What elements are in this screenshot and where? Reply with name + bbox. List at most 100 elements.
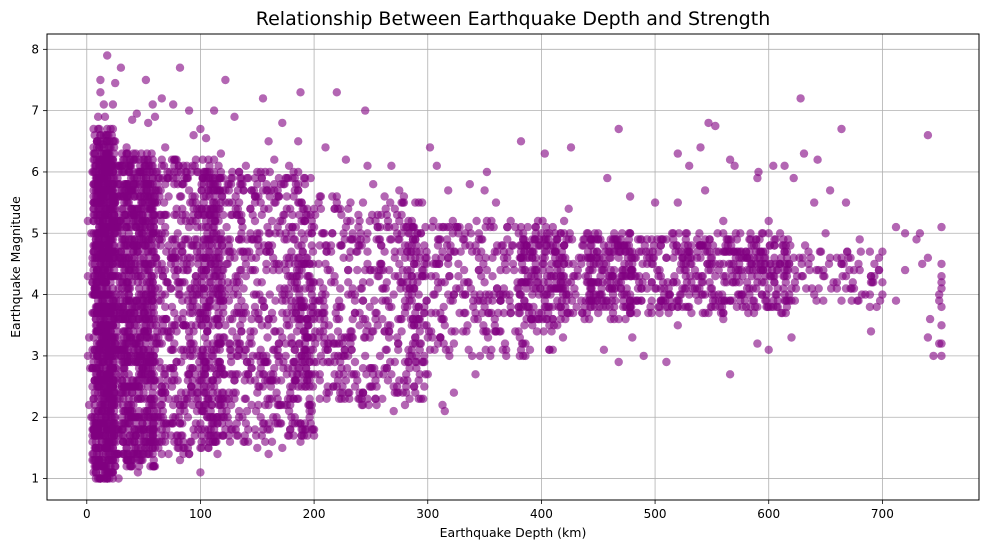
data-point	[107, 131, 117, 140]
data-point	[434, 222, 444, 232]
data-point	[104, 406, 113, 416]
data-point	[97, 247, 106, 256]
data-point	[405, 229, 414, 238]
data-point	[161, 222, 170, 232]
data-point	[241, 394, 251, 403]
data-point	[681, 235, 690, 244]
data-point	[274, 192, 284, 201]
data-point	[205, 247, 214, 256]
data-point	[224, 419, 234, 428]
data-point	[95, 235, 104, 244]
data-point	[303, 210, 312, 220]
data-point	[411, 357, 420, 367]
data-point	[182, 265, 191, 275]
data-point	[614, 124, 623, 134]
data-point	[96, 400, 105, 410]
data-point	[209, 253, 219, 262]
data-point	[117, 235, 127, 244]
data-point	[597, 284, 606, 293]
data-point	[505, 290, 514, 299]
data-point	[242, 357, 252, 367]
data-point	[278, 333, 287, 342]
data-point	[379, 284, 388, 293]
data-point	[878, 247, 887, 256]
data-point	[295, 265, 304, 275]
data-point	[445, 351, 454, 361]
data-point	[798, 253, 807, 262]
data-point	[622, 284, 631, 293]
data-point	[606, 265, 615, 275]
data-point	[95, 222, 104, 232]
data-point	[150, 198, 160, 207]
data-point	[431, 308, 440, 318]
data-point	[263, 333, 272, 342]
data-point	[212, 314, 221, 324]
data-point	[149, 413, 158, 422]
data-point	[184, 222, 194, 232]
data-point	[364, 400, 373, 410]
data-point	[101, 259, 111, 269]
data-point	[93, 302, 103, 312]
data-point	[723, 235, 732, 244]
data-point	[573, 265, 582, 275]
data-point	[731, 278, 740, 287]
data-point	[742, 265, 752, 275]
data-point	[187, 437, 196, 446]
data-point	[621, 302, 630, 312]
data-point	[340, 351, 349, 361]
data-point	[161, 210, 170, 220]
data-point	[120, 155, 129, 164]
data-point	[423, 333, 432, 342]
data-point	[479, 259, 488, 269]
data-point	[201, 314, 211, 324]
data-point	[589, 235, 598, 244]
data-point	[230, 253, 239, 262]
data-point	[316, 351, 326, 361]
data-point	[134, 382, 144, 391]
data-point	[387, 161, 396, 170]
data-point	[201, 134, 211, 143]
data-point	[531, 222, 540, 232]
data-point	[775, 229, 785, 238]
data-point	[163, 278, 172, 287]
data-point	[419, 394, 428, 403]
data-point	[217, 235, 227, 244]
data-point	[161, 302, 170, 312]
data-point	[420, 382, 429, 391]
data-point	[416, 339, 426, 348]
data-point	[232, 210, 241, 220]
data-point	[566, 143, 576, 152]
data-point	[400, 357, 410, 367]
data-point	[225, 370, 235, 379]
data-point	[139, 413, 148, 422]
data-point	[496, 265, 505, 275]
data-point	[420, 308, 429, 318]
data-point	[206, 216, 215, 226]
data-point	[197, 370, 206, 379]
data-point	[490, 314, 499, 324]
data-point	[677, 290, 686, 299]
data-point	[178, 241, 187, 250]
data-point	[753, 278, 762, 287]
data-point	[136, 192, 145, 201]
data-point	[350, 308, 360, 318]
data-point	[247, 314, 256, 324]
data-point	[469, 296, 478, 305]
data-point	[105, 253, 114, 262]
data-point	[602, 259, 611, 269]
data-point	[113, 345, 122, 354]
data-point	[123, 406, 132, 416]
data-point	[407, 247, 416, 256]
data-point	[224, 296, 234, 305]
data-point	[813, 155, 822, 164]
data-point	[937, 272, 946, 281]
data-point	[92, 327, 102, 336]
data-point	[432, 259, 441, 269]
data-point	[477, 272, 486, 281]
data-point	[311, 210, 320, 220]
data-point	[95, 272, 104, 281]
data-point	[461, 290, 470, 299]
data-point	[400, 308, 410, 318]
data-point	[237, 296, 246, 305]
data-point	[444, 253, 453, 262]
